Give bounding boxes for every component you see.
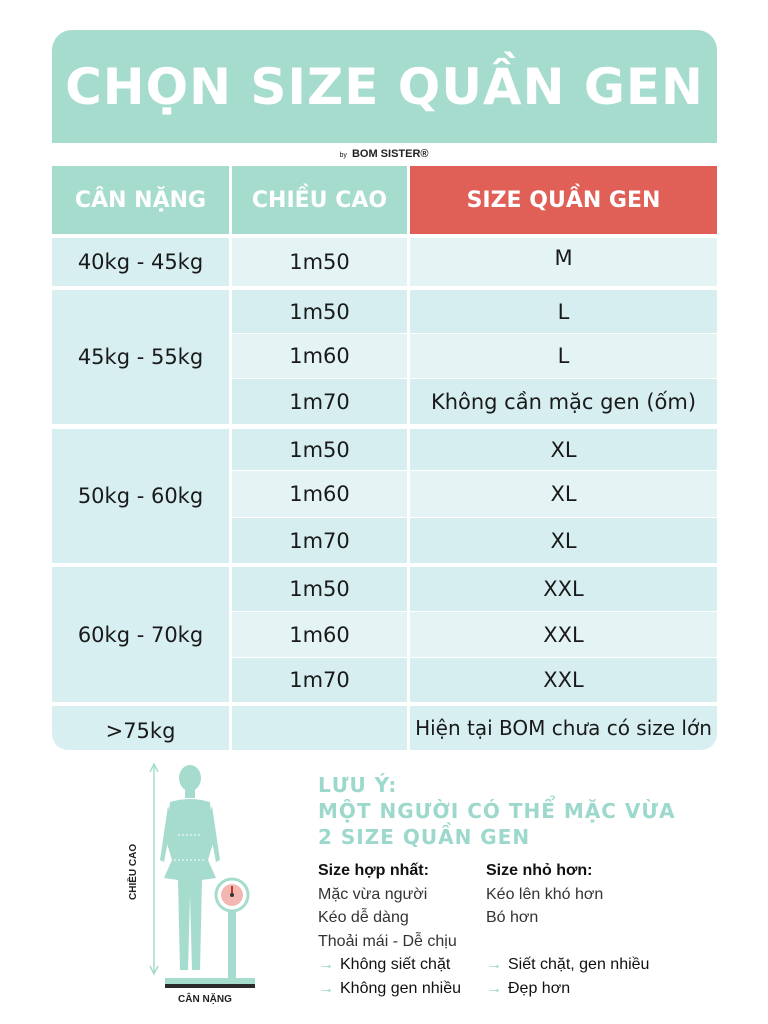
header-banner: CHỌN SIZE QUẦN GEN: [52, 30, 717, 143]
brand-name: BOM SISTER®: [351, 148, 429, 160]
woman-scale-icon: [149, 762, 255, 988]
size-cell: Không cần mặc gen (ốm): [410, 379, 717, 424]
best-size-line: Thoải mái - Dễ chịu: [318, 932, 457, 950]
height-cell: 1m70: [232, 379, 407, 424]
page-title: CHỌN SIZE QUẦN GEN: [65, 57, 704, 116]
height-cell: [232, 706, 407, 750]
height-cell: 1m60: [232, 334, 407, 378]
smaller-size-heading: Size nhỏ hơn:: [486, 862, 593, 879]
size-cell: XXL: [410, 612, 717, 657]
note-title-line2: MỘT NGƯỜI CÓ THỂ MẶC VỪA: [318, 799, 676, 823]
note-title-line1: LƯU Ý:: [318, 773, 398, 797]
height-cell: 1m50: [232, 429, 407, 470]
weight-cell: 45kg - 55kg: [52, 290, 229, 424]
weight-cell: 40kg - 45kg: [52, 238, 229, 286]
brand-by: by: [339, 152, 347, 159]
height-cell: 1m70: [232, 518, 407, 563]
smaller-size-effect: Đẹp hơn: [508, 979, 571, 997]
weight-cell: >75kg: [52, 706, 229, 750]
size-cell: XL: [410, 518, 717, 563]
note-title: LƯU Ý: MỘT NGƯỜI CÓ THỂ MẶC VỪA 2 SIZE Q…: [318, 772, 738, 850]
arrow-icon: →: [486, 979, 502, 997]
body-illustration: [130, 760, 265, 1010]
size-cell: XL: [410, 429, 717, 470]
arrow-icon: →: [318, 979, 334, 997]
height-cell: 1m50: [232, 567, 407, 611]
height-cell: 1m60: [232, 471, 407, 517]
size-cell: Hiện tại BOM chưa có size lớn: [410, 706, 717, 750]
best-size-column: Size hợp nhất: Mặc vừa người Kéo dễ dàng…: [318, 859, 488, 1000]
weight-label: CÂN NẶNG: [178, 994, 232, 1005]
header-weight: CÂN NẶNG: [52, 166, 229, 234]
height-cell: 1m50: [232, 290, 407, 333]
best-size-line: Mặc vừa người: [318, 885, 428, 903]
best-size-heading: Size hợp nhất:: [318, 862, 429, 879]
arrow-icon: →: [486, 956, 502, 973]
size-cell: M: [410, 238, 717, 286]
size-cell: L: [410, 334, 717, 378]
size-cell: L: [410, 290, 717, 333]
smaller-size-line: Kéo lên khó hơn: [486, 885, 604, 903]
weight-cell: 60kg - 70kg: [52, 567, 229, 702]
header-size: SIZE QUẦN GEN: [410, 166, 717, 234]
smaller-size-effect: Siết chặt, gen nhiều: [508, 956, 650, 973]
best-size-line: Kéo dễ dàng: [318, 909, 409, 926]
arrow-icon: →: [318, 956, 334, 973]
height-cell: 1m60: [232, 612, 407, 657]
height-cell: 1m70: [232, 658, 407, 702]
header-height: CHIỀU CAO: [232, 166, 407, 234]
best-size-benefit: Không siết chặt: [340, 956, 451, 973]
best-size-benefit: Không gen nhiều: [340, 979, 461, 997]
weight-cell: 50kg - 60kg: [52, 429, 229, 563]
note-title-line3: 2 SIZE QUẦN GEN: [318, 825, 531, 849]
smaller-size-column: Size nhỏ hơn: Kéo lên khó hơn Bó hơn → Si…: [486, 859, 716, 1000]
height-cell: 1m50: [232, 238, 407, 286]
size-cell: XL: [410, 471, 717, 517]
size-cell: XXL: [410, 567, 717, 611]
brand-line: by BOM SISTER®: [0, 148, 768, 160]
size-cell: XXL: [410, 658, 717, 702]
height-label: CHIỀU CAO: [128, 843, 139, 900]
smaller-size-line: Bó hơn: [486, 909, 539, 926]
